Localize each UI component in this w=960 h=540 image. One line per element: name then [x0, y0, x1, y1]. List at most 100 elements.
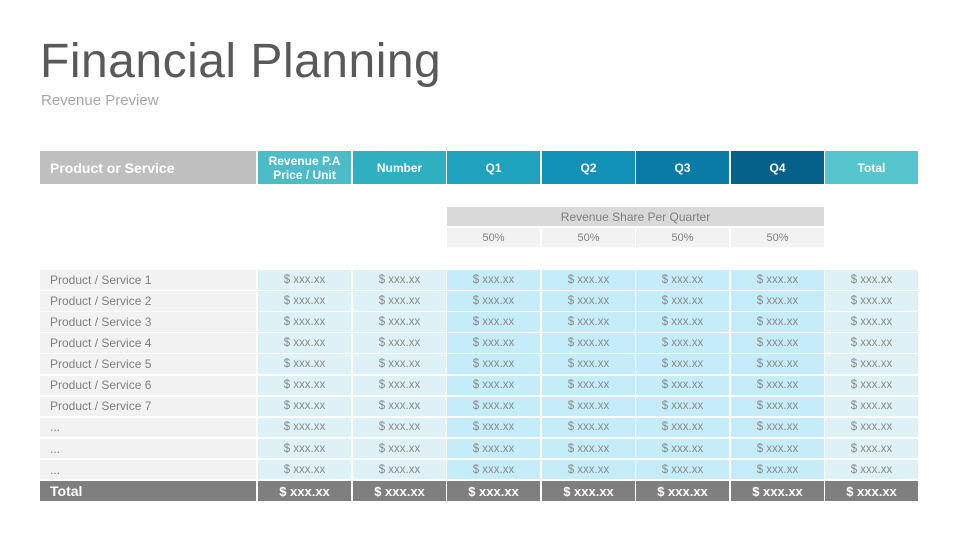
- row-cell-total: $ xxx.xx: [825, 312, 918, 332]
- row-cell-q4: $ xxx.xx: [731, 354, 824, 374]
- row-label: Product / Service 2: [40, 291, 256, 311]
- row-cell-total: $ xxx.xx: [825, 459, 918, 480]
- row-cell-number: $ xxx.xx: [353, 354, 446, 374]
- row-cell-q1: $ xxx.xx: [447, 417, 540, 438]
- row-cell-number: $ xxx.xx: [353, 312, 446, 332]
- row-cell-number: $ xxx.xx: [353, 270, 446, 290]
- total-q4: $ xxx.xx: [731, 481, 824, 501]
- row-cell-total: $ xxx.xx: [825, 333, 918, 353]
- row-label: Product / Service 7: [40, 396, 256, 417]
- revenue-share-q1: 50%: [447, 228, 540, 247]
- row-cell-number: $ xxx.xx: [353, 417, 446, 438]
- row-cell-price: $ xxx.xx: [258, 270, 351, 290]
- revenue-share-q4: 50%: [731, 228, 824, 247]
- row-cell-number: $ xxx.xx: [353, 291, 446, 311]
- row-cell-q1: $ xxx.xx: [447, 354, 540, 374]
- header-total: Total: [825, 151, 918, 184]
- row-cell-q3: $ xxx.xx: [636, 291, 729, 311]
- row-cell-price: $ xxx.xx: [258, 396, 351, 417]
- header-product-service: Product or Service: [40, 151, 256, 184]
- row-label: Product / Service 4: [40, 333, 256, 353]
- revenue-share-q2: 50%: [542, 228, 635, 247]
- row-cell-price: $ xxx.xx: [258, 291, 351, 311]
- row-cell-q4: $ xxx.xx: [731, 333, 824, 353]
- row-cell-q3: $ xxx.xx: [636, 459, 729, 480]
- row-cell-q1: $ xxx.xx: [447, 375, 540, 395]
- row-cell-total: $ xxx.xx: [825, 396, 918, 417]
- total-total: $ xxx.xx: [825, 481, 918, 501]
- row-cell-total: $ xxx.xx: [825, 417, 918, 438]
- page-title: Financial Planning: [40, 35, 442, 88]
- row-cell-total: $ xxx.xx: [825, 438, 918, 459]
- row-cell-q1: $ xxx.xx: [447, 459, 540, 480]
- row-cell-q2: $ xxx.xx: [542, 291, 635, 311]
- row-cell-q2: $ xxx.xx: [542, 438, 635, 459]
- row-cell-q2: $ xxx.xx: [542, 459, 635, 480]
- header-q4: Q4: [731, 151, 824, 184]
- row-cell-price: $ xxx.xx: [258, 459, 351, 480]
- row-cell-q1: $ xxx.xx: [447, 438, 540, 459]
- row-cell-number: $ xxx.xx: [353, 375, 446, 395]
- row-cell-q4: $ xxx.xx: [731, 270, 824, 290]
- row-cell-total: $ xxx.xx: [825, 270, 918, 290]
- revenue-share-q3: 50%: [636, 228, 729, 247]
- row-label: ...: [40, 417, 256, 438]
- row-cell-number: $ xxx.xx: [353, 333, 446, 353]
- row-cell-number: $ xxx.xx: [353, 396, 446, 417]
- row-cell-price: $ xxx.xx: [258, 312, 351, 332]
- row-cell-q1: $ xxx.xx: [447, 270, 540, 290]
- row-cell-q4: $ xxx.xx: [731, 375, 824, 395]
- page-subtitle: Revenue Preview: [41, 92, 159, 109]
- total-q2: $ xxx.xx: [542, 481, 635, 501]
- row-label: Product / Service 6: [40, 375, 256, 395]
- row-cell-q1: $ xxx.xx: [447, 333, 540, 353]
- row-label: Product / Service 5: [40, 354, 256, 374]
- row-cell-q3: $ xxx.xx: [636, 417, 729, 438]
- revenue-share-label: Revenue Share Per Quarter: [447, 207, 824, 226]
- row-cell-q3: $ xxx.xx: [636, 375, 729, 395]
- row-label: ...: [40, 459, 256, 480]
- row-cell-q2: $ xxx.xx: [542, 312, 635, 332]
- row-cell-q2: $ xxx.xx: [542, 333, 635, 353]
- row-cell-q2: $ xxx.xx: [542, 354, 635, 374]
- row-cell-q1: $ xxx.xx: [447, 291, 540, 311]
- row-cell-q1: $ xxx.xx: [447, 396, 540, 417]
- row-cell-price: $ xxx.xx: [258, 354, 351, 374]
- row-cell-price: $ xxx.xx: [258, 333, 351, 353]
- row-cell-q2: $ xxx.xx: [542, 396, 635, 417]
- header-q3: Q3: [636, 151, 729, 184]
- header-q2: Q2: [542, 151, 635, 184]
- row-cell-total: $ xxx.xx: [825, 354, 918, 374]
- total-q1: $ xxx.xx: [447, 481, 540, 501]
- header-number: Number: [353, 151, 446, 184]
- row-cell-price: $ xxx.xx: [258, 438, 351, 459]
- row-cell-q4: $ xxx.xx: [731, 417, 824, 438]
- row-cell-q2: $ xxx.xx: [542, 417, 635, 438]
- row-label: ...: [40, 438, 256, 459]
- row-cell-q3: $ xxx.xx: [636, 438, 729, 459]
- row-label: Product / Service 3: [40, 312, 256, 332]
- row-cell-q2: $ xxx.xx: [542, 375, 635, 395]
- row-cell-q3: $ xxx.xx: [636, 354, 729, 374]
- row-cell-total: $ xxx.xx: [825, 375, 918, 395]
- row-cell-q3: $ xxx.xx: [636, 312, 729, 332]
- row-cell-number: $ xxx.xx: [353, 438, 446, 459]
- header-price-per-unit: Revenue P.A Price / Unit: [258, 151, 351, 184]
- total-row-label: Total: [40, 481, 256, 501]
- header-q1: Q1: [447, 151, 540, 184]
- row-cell-q4: $ xxx.xx: [731, 291, 824, 311]
- row-cell-q4: $ xxx.xx: [731, 312, 824, 332]
- row-cell-price: $ xxx.xx: [258, 417, 351, 438]
- row-cell-q2: $ xxx.xx: [542, 270, 635, 290]
- row-cell-q3: $ xxx.xx: [636, 270, 729, 290]
- row-cell-q4: $ xxx.xx: [731, 396, 824, 417]
- row-cell-q1: $ xxx.xx: [447, 312, 540, 332]
- row-cell-q4: $ xxx.xx: [731, 459, 824, 480]
- row-cell-price: $ xxx.xx: [258, 375, 351, 395]
- total-q3: $ xxx.xx: [636, 481, 729, 501]
- row-cell-number: $ xxx.xx: [353, 459, 446, 480]
- total-number: $ xxx.xx: [353, 481, 446, 501]
- total-price: $ xxx.xx: [258, 481, 351, 501]
- row-cell-q3: $ xxx.xx: [636, 333, 729, 353]
- row-cell-total: $ xxx.xx: [825, 291, 918, 311]
